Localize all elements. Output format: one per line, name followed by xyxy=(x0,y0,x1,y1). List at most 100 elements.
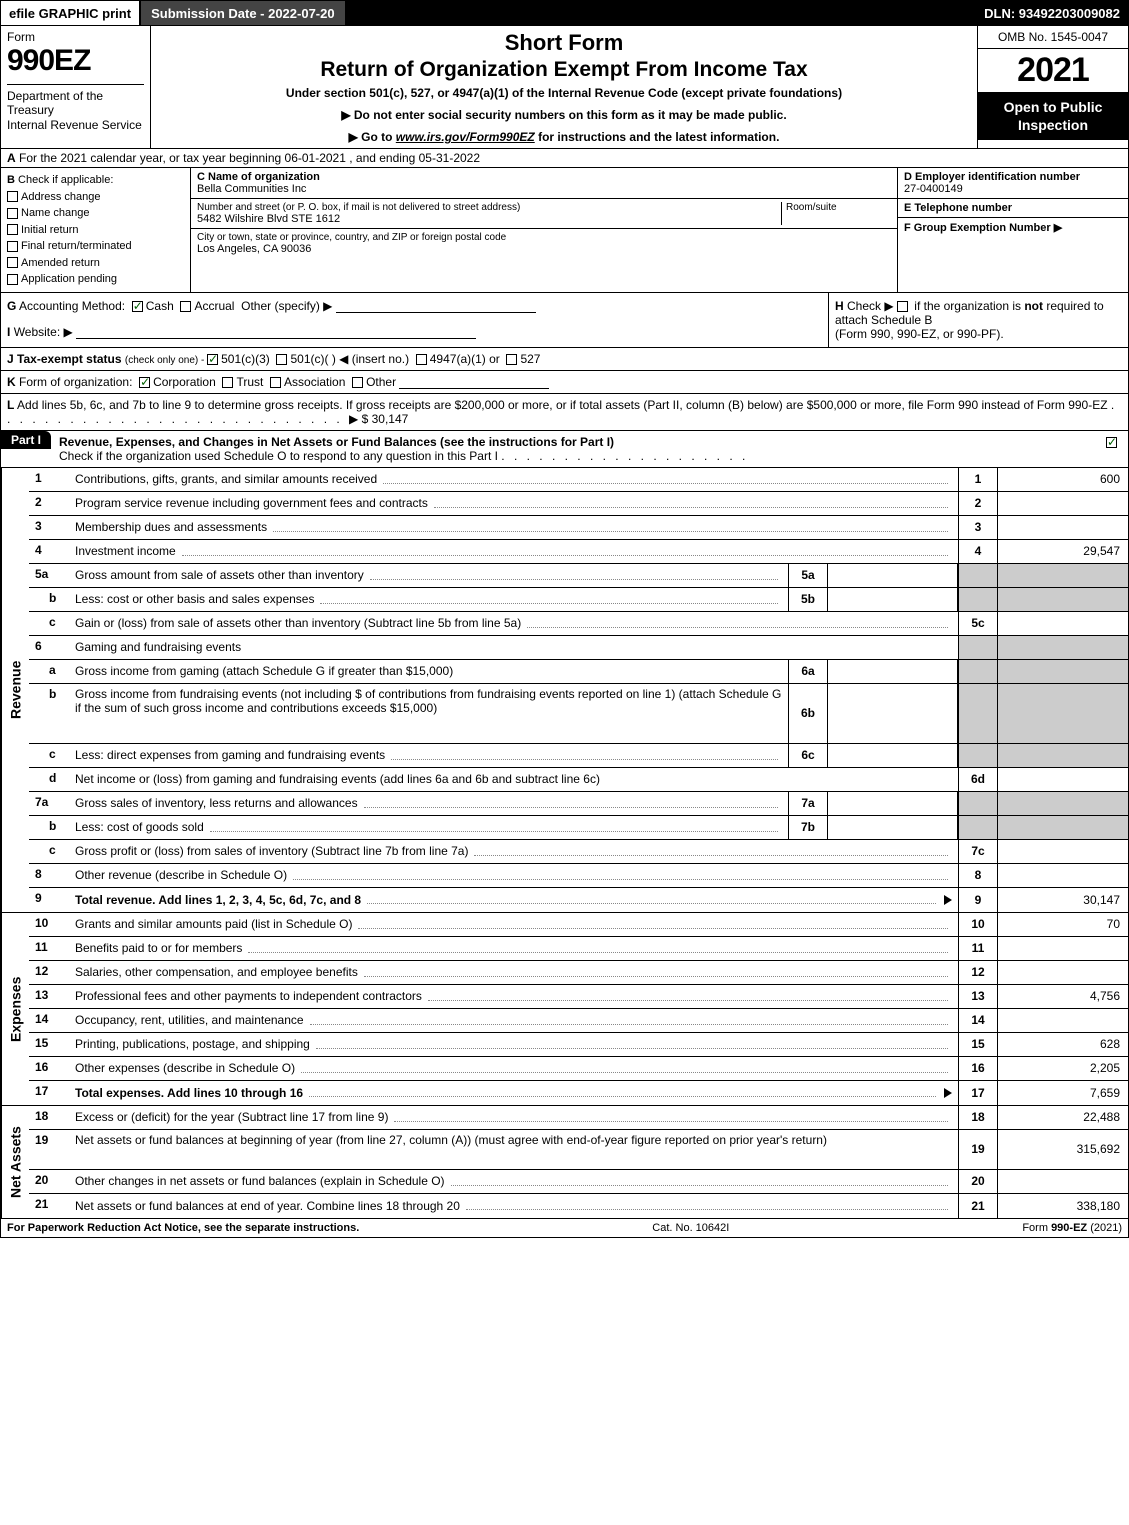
checkbox-initial-return[interactable] xyxy=(7,224,18,235)
row-l: L Add lines 5b, 6c, and 7b to line 9 to … xyxy=(0,394,1129,431)
j-4947: 4947(a)(1) or xyxy=(430,352,500,366)
d-ein-value: 27-0400149 xyxy=(904,183,1122,195)
g-accrual: Accrual xyxy=(194,299,234,313)
checkbox-cash[interactable] xyxy=(132,301,143,312)
line-15: 15 Printing, publications, postage, and … xyxy=(29,1033,1128,1057)
label-j: J xyxy=(7,352,14,366)
side-label-revenue: Revenue xyxy=(1,468,29,912)
row-a: A For the 2021 calendar year, or tax yea… xyxy=(0,149,1129,168)
checkbox-final-return[interactable] xyxy=(7,241,18,252)
line-16: 16 Other expenses (describe in Schedule … xyxy=(29,1057,1128,1081)
form-title-block: Short Form Return of Organization Exempt… xyxy=(151,26,978,148)
checkbox-501c3[interactable] xyxy=(207,354,218,365)
department-label: Department of the Treasury Internal Reve… xyxy=(7,84,144,132)
k-association: Association xyxy=(284,375,345,389)
line-6c: c Less: direct expenses from gaming and … xyxy=(29,744,1128,768)
checkbox-527[interactable] xyxy=(506,354,517,365)
g-other: Other (specify) ▶ xyxy=(241,299,332,313)
checkbox-address-change[interactable] xyxy=(7,191,18,202)
opt-amended-return: Amended return xyxy=(21,257,100,269)
e-phone-label: E Telephone number xyxy=(904,202,1122,214)
j-501c: 501(c)( ) ◀ (insert no.) xyxy=(290,352,409,366)
side-label-expenses: Expenses xyxy=(1,913,29,1105)
part-i-tab: Part I xyxy=(1,431,51,449)
line-6: 6 Gaming and fundraising events xyxy=(29,636,1128,660)
form-id-block: Form 990EZ Department of the Treasury In… xyxy=(1,26,151,148)
l-amount: ▶ $ 30,147 xyxy=(349,412,408,426)
top-bar-spacer xyxy=(347,1,977,25)
line-1: 1 Contributions, gifts, grants, and simi… xyxy=(29,468,1128,492)
line-8: 8 Other revenue (describe in Schedule O)… xyxy=(29,864,1128,888)
city-label: City or town, state or province, country… xyxy=(197,232,891,243)
i-website: Website: ▶ xyxy=(14,325,73,339)
addr-label: Number and street (or P. O. box, if mail… xyxy=(197,202,777,213)
line-5c: c Gain or (loss) from sale of assets oth… xyxy=(29,612,1128,636)
line-3: 3 Membership dues and assessments 3 xyxy=(29,516,1128,540)
row-k: K Form of organization: Corporation Trus… xyxy=(0,371,1129,394)
l-text: Add lines 5b, 6c, and 7b to line 9 to de… xyxy=(17,398,1108,412)
g-accounting-method: Accounting Method: xyxy=(19,299,125,313)
opt-initial-return: Initial return xyxy=(21,224,78,236)
line-9: 9 Total revenue. Add lines 1, 2, 3, 4, 5… xyxy=(29,888,1128,912)
h-form-ref: (Form 990, 990-EZ, or 990-PF). xyxy=(835,327,1004,341)
row-a-text: For the 2021 calendar year, or tax year … xyxy=(19,151,480,165)
label-g: G xyxy=(7,299,16,313)
checkbox-name-change[interactable] xyxy=(7,208,18,219)
top-bar: efile GRAPHIC print Submission Date - 20… xyxy=(0,0,1129,26)
line-6d: d Net income or (loss) from gaming and f… xyxy=(29,768,1128,792)
short-form-title: Short Form xyxy=(159,30,969,56)
h-not: not xyxy=(1024,299,1043,313)
line-4: 4 Investment income 4 29,547 xyxy=(29,540,1128,564)
form-number: 990EZ xyxy=(7,44,144,78)
line-2: 2 Program service revenue including gove… xyxy=(29,492,1128,516)
subtitle: Under section 501(c), 527, or 4947(a)(1)… xyxy=(159,86,969,100)
checkbox-accrual[interactable] xyxy=(180,301,191,312)
f-group-label: F Group Exemption Number ▶ xyxy=(904,222,1062,234)
checkbox-association[interactable] xyxy=(270,377,281,388)
h-check: Check ▶ xyxy=(847,299,894,313)
street-address: 5482 Wilshire Blvd STE 1612 xyxy=(197,213,777,225)
instructions-link-line: ▶ Go to www.irs.gov/Form990EZ for instru… xyxy=(159,130,969,144)
irs-link[interactable]: www.irs.gov/Form990EZ xyxy=(396,130,535,144)
line-7c: c Gross profit or (loss) from sales of i… xyxy=(29,840,1128,864)
line-5a: 5a Gross amount from sale of assets othe… xyxy=(29,564,1128,588)
line-10: 10 Grants and similar amounts paid (list… xyxy=(29,913,1128,937)
j-tax-exempt: Tax-exempt status xyxy=(17,352,121,366)
line-21: 21 Net assets or fund balances at end of… xyxy=(29,1194,1128,1218)
checkbox-other[interactable] xyxy=(352,377,363,388)
line-12: 12 Salaries, other compensation, and emp… xyxy=(29,961,1128,985)
page-footer: For Paperwork Reduction Act Notice, see … xyxy=(0,1219,1129,1238)
footer-right: Form 990-EZ (2021) xyxy=(1022,1222,1122,1234)
k-other-blank xyxy=(399,377,549,389)
city-state-zip: Los Angeles, CA 90036 xyxy=(197,243,891,255)
checkbox-h[interactable] xyxy=(897,301,908,312)
note2-suffix: for instructions and the latest informat… xyxy=(535,130,780,144)
k-other: Other xyxy=(366,375,396,389)
side-label-net-assets: Net Assets xyxy=(1,1106,29,1218)
label-a: A xyxy=(7,151,16,165)
submission-date-tab: Submission Date - 2022-07-20 xyxy=(139,1,347,25)
label-h: H xyxy=(835,299,844,313)
opt-final-return: Final return/terminated xyxy=(21,240,132,252)
line-6a: a Gross income from gaming (attach Sched… xyxy=(29,660,1128,684)
footer-center: Cat. No. 10642I xyxy=(652,1222,729,1234)
checkbox-schedule-o[interactable] xyxy=(1106,437,1117,448)
header-right-block: OMB No. 1545-0047 2021 Open to Public In… xyxy=(978,26,1128,148)
k-form-of-org: Form of organization: xyxy=(19,375,132,389)
form-word: Form xyxy=(7,30,144,44)
row-h: H Check ▶ if the organization is not req… xyxy=(828,293,1128,347)
checkbox-application-pending[interactable] xyxy=(7,274,18,285)
dln-label: DLN: 93492203009082 xyxy=(976,1,1128,25)
open-to-public: Open to Public Inspection xyxy=(978,92,1128,140)
k-trust: Trust xyxy=(236,375,263,389)
opt-address-change: Address change xyxy=(21,191,101,203)
checkbox-amended-return[interactable] xyxy=(7,257,18,268)
label-k: K xyxy=(7,375,16,389)
g-cash: Cash xyxy=(146,299,174,313)
checkbox-4947[interactable] xyxy=(416,354,427,365)
line-14: 14 Occupancy, rent, utilities, and maint… xyxy=(29,1009,1128,1033)
checkbox-corporation[interactable] xyxy=(139,377,150,388)
checkbox-trust[interactable] xyxy=(222,377,233,388)
checkbox-501c[interactable] xyxy=(276,354,287,365)
section-c: C Name of organization Bella Communities… xyxy=(191,168,898,292)
